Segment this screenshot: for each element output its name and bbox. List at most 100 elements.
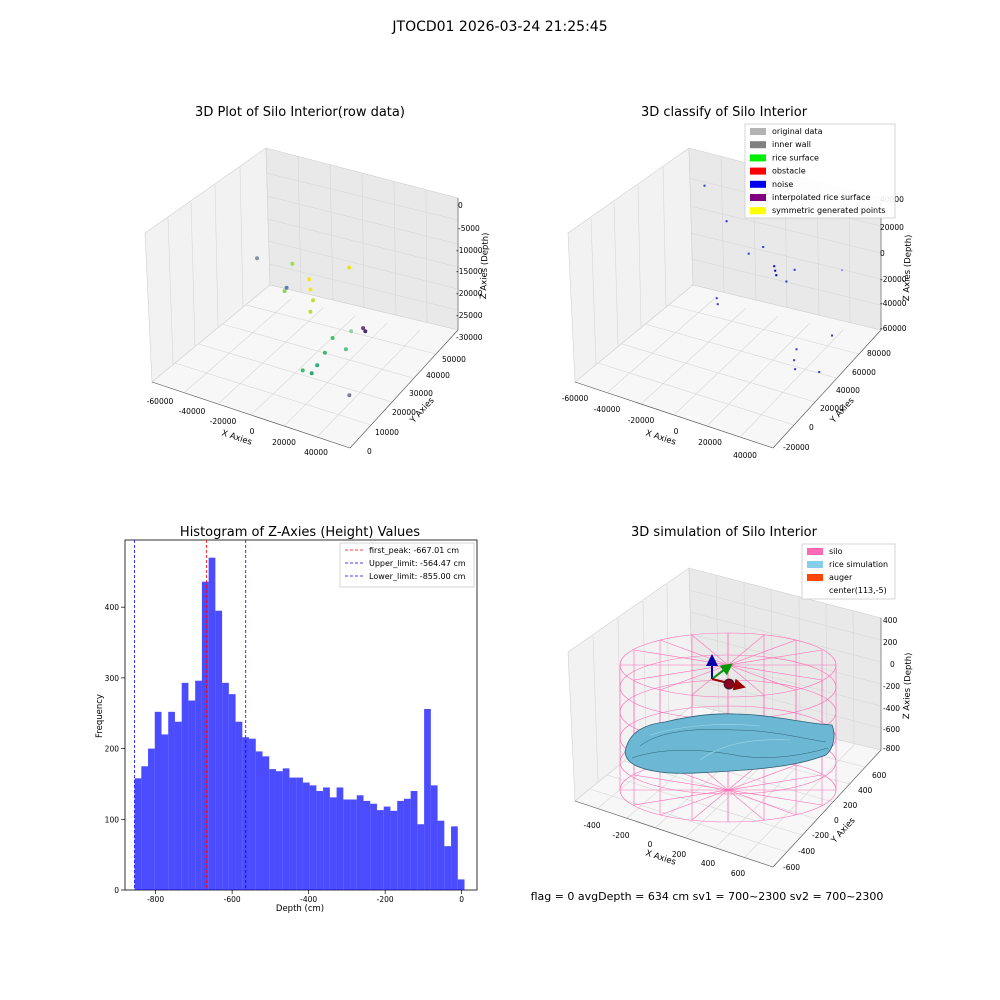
histogram-bar bbox=[457, 879, 465, 890]
histogram-bar bbox=[289, 777, 297, 890]
legend-swatch bbox=[750, 194, 766, 201]
legend-label: Lower_limit: -855.00 cm bbox=[369, 572, 466, 581]
panel3-title: Histogram of Z-Axies (Height) Values bbox=[180, 525, 420, 540]
panel2-points bbox=[703, 184, 843, 373]
panel4-x-axis-line bbox=[574, 800, 774, 868]
panel3-ylabel: Frequency bbox=[95, 694, 105, 738]
panel1-ytick: 50000 bbox=[442, 355, 466, 364]
histogram-bar bbox=[161, 734, 169, 890]
y-tick-label: 300 bbox=[105, 674, 120, 683]
panel1-z-ticks: 0 -5000 -10000 -15000 -20000 -25000 -300… bbox=[456, 201, 483, 342]
scatter-point bbox=[315, 363, 320, 368]
panel1-ztick: -20000 bbox=[456, 289, 483, 298]
panel2-ytick: 80000 bbox=[867, 349, 891, 358]
panel4-ztick: -200 bbox=[883, 682, 900, 691]
panel2-ztick: -20000 bbox=[880, 275, 907, 284]
x-tick-label: -800 bbox=[147, 895, 164, 904]
panel2-ytick: 20000 bbox=[820, 404, 844, 413]
panel2-legend: original data inner wall rice surface obsta… bbox=[744, 123, 896, 219]
legend-swatch bbox=[750, 154, 766, 162]
scatter-point bbox=[307, 277, 312, 282]
scatter-point bbox=[290, 261, 295, 266]
legend-label: noise bbox=[772, 180, 793, 189]
legend-label: symmetric generated points bbox=[772, 206, 885, 215]
panel1-xtick: 20000 bbox=[272, 438, 296, 447]
scatter-point bbox=[347, 265, 352, 270]
histogram-bar bbox=[397, 800, 404, 890]
classified-point bbox=[795, 348, 798, 351]
panel4-ytick: 200 bbox=[843, 801, 858, 810]
legend-label: silo bbox=[829, 547, 843, 556]
panel2-ytick: -20000 bbox=[783, 443, 810, 452]
panel1-ytick: 40000 bbox=[426, 371, 450, 380]
y-tick-label: 0 bbox=[114, 886, 119, 895]
histogram-bar bbox=[181, 682, 189, 890]
panel1-ztick: -10000 bbox=[456, 246, 483, 255]
panel2-xtick: -20000 bbox=[628, 416, 655, 425]
scatter-point bbox=[255, 256, 259, 261]
histogram-bar bbox=[329, 797, 337, 890]
classified-point bbox=[794, 368, 797, 371]
scatter-point bbox=[282, 289, 287, 294]
footer-status-text: flag = 0 avgDepth = 634 cm sv1 = 700~230… bbox=[531, 890, 884, 903]
panel4-xtick: -200 bbox=[612, 831, 629, 840]
panel4-xtick: 200 bbox=[672, 850, 687, 859]
scatter-point bbox=[300, 368, 305, 373]
histogram-bar bbox=[424, 708, 431, 890]
y-tick-label: 400 bbox=[105, 603, 120, 612]
scatter-point bbox=[330, 336, 335, 340]
rice-simulation-surface bbox=[624, 713, 835, 774]
y-tick-label: 200 bbox=[105, 745, 120, 754]
panel1-ztick: -15000 bbox=[456, 267, 483, 276]
panel4-legend: silo rice simulation auger center(113,-5) bbox=[801, 543, 896, 600]
classified-point bbox=[841, 269, 843, 272]
panel4-ztick: -600 bbox=[883, 725, 900, 734]
panel2-ztick: -40000 bbox=[880, 299, 907, 308]
scatter-point bbox=[343, 347, 348, 352]
histogram-bar bbox=[134, 778, 142, 890]
panel4-y-ticks: -600 -400 -200 0 200 400 600 bbox=[783, 771, 887, 872]
panel1-xlabel: X Axies bbox=[220, 428, 253, 447]
panel4-ytick: -600 bbox=[783, 863, 800, 872]
histogram-bar bbox=[262, 756, 270, 890]
panel1-zlabel: Z Axies (Depth) bbox=[479, 232, 491, 299]
panel2-zlabel: Z Axies (Depth) bbox=[902, 234, 914, 301]
histogram-bar bbox=[222, 682, 229, 890]
x-tick-label: -600 bbox=[224, 895, 241, 904]
histogram-bar bbox=[269, 769, 276, 890]
classified-point bbox=[775, 274, 778, 277]
scatter-point bbox=[284, 285, 289, 290]
histogram-bar bbox=[430, 785, 438, 890]
scatter-point bbox=[347, 393, 352, 398]
histogram-bar bbox=[235, 721, 243, 890]
panel1-x-axis-line bbox=[151, 381, 351, 449]
histogram-bar bbox=[208, 557, 216, 890]
x-tick-label: -400 bbox=[300, 895, 317, 904]
panel4-ztick: 400 bbox=[883, 616, 898, 625]
panel1-ytick: 20000 bbox=[392, 408, 416, 417]
classified-point bbox=[793, 359, 796, 362]
legend-swatch bbox=[750, 180, 766, 188]
panel4-ytick: 600 bbox=[872, 771, 887, 780]
scatter-point bbox=[309, 371, 314, 376]
histogram-bar bbox=[255, 751, 263, 890]
panel1-ytick: 0 bbox=[367, 447, 372, 456]
histogram-bar bbox=[417, 824, 425, 890]
panel3-x-ticks: -800 -600 -400 -200 0 bbox=[147, 890, 464, 904]
histogram-bar bbox=[201, 581, 209, 890]
legend-swatch bbox=[750, 207, 766, 215]
histogram-bar bbox=[195, 680, 202, 890]
panel2-ztick: -60000 bbox=[880, 324, 907, 333]
histogram-bar bbox=[188, 700, 196, 890]
histogram-bar bbox=[336, 787, 344, 890]
panel1-xtick: -60000 bbox=[147, 397, 174, 406]
x-tick-label: 0 bbox=[459, 895, 464, 904]
panel1-points bbox=[255, 256, 368, 398]
panel2-ztick: 20000 bbox=[880, 223, 904, 232]
legend-swatch bbox=[807, 574, 823, 581]
panel2-ztick: 0 bbox=[880, 249, 885, 258]
panel1-x-ticks: -60000 -40000 -20000 0 20000 40000 bbox=[147, 397, 328, 457]
panel4-xtick: 600 bbox=[731, 869, 746, 878]
panel2-title: 3D classify of Silo Interior bbox=[641, 105, 808, 120]
